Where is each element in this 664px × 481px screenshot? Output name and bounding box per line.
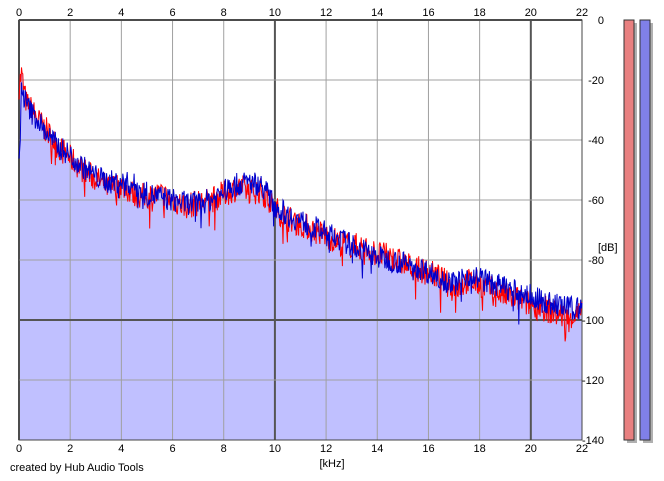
y-tick-label: -100 [582, 315, 604, 327]
level-meters [623, 19, 653, 443]
level-meter-2 [639, 19, 651, 441]
x-tick-label-top: 0 [16, 7, 22, 19]
x-tick-label-top: 4 [118, 7, 124, 19]
x-tick-label-top: 8 [221, 7, 227, 19]
x-tick-label-bottom: 12 [320, 443, 332, 455]
grid [18, 19, 583, 441]
x-tick-label-bottom: 2 [67, 443, 73, 455]
x-tick-label-top: 20 [525, 7, 537, 19]
x-tick-label-top: 12 [320, 7, 332, 19]
spectrum-fill-area [19, 67, 582, 441]
y-tick-label: -20 [588, 75, 604, 87]
credit-text: created by Hub Audio Tools [10, 462, 144, 474]
x-tick-label-top: 22 [576, 7, 588, 19]
series-lines [18, 67, 583, 342]
x-tick-label-bottom: 8 [221, 443, 227, 455]
y-tick-label: -140 [582, 435, 604, 447]
x-tick-label-bottom: 18 [474, 443, 486, 455]
y-axis-label: [dB] [598, 242, 618, 254]
x-tick-label-top: 10 [269, 7, 281, 19]
x-tick-label-top: 6 [169, 7, 175, 19]
level-meter-1 [623, 19, 635, 441]
y-axis-ticks: 0 -20 -40 -60 -80 -100 -120 -140 [582, 15, 604, 447]
x-tick-label-bottom: 20 [525, 443, 537, 455]
y-tick-label: 0 [598, 15, 604, 27]
x-axis-label: [kHz] [319, 458, 344, 470]
x-tick-label-bottom: 16 [422, 443, 434, 455]
series-line-2 [18, 82, 583, 325]
x-tick-label-bottom: 0 [16, 443, 22, 455]
x-tick-label-bottom: 14 [371, 443, 383, 455]
x-tick-label-bottom: 22 [576, 443, 588, 455]
x-tick-label-top: 16 [422, 7, 434, 19]
y-tick-label: -40 [588, 135, 604, 147]
x-tick-label-bottom: 6 [169, 443, 175, 455]
spectrum-fill [19, 67, 582, 441]
y-tick-label: -120 [582, 375, 604, 387]
x-tick-label-top: 2 [67, 7, 73, 19]
x-tick-label-bottom: 4 [118, 443, 124, 455]
y-tick-label: -80 [588, 255, 604, 267]
x-tick-label-bottom: 10 [269, 443, 281, 455]
x-tick-label-top: 18 [474, 7, 486, 19]
plot-border [18, 19, 583, 441]
y-tick-label: -60 [588, 195, 604, 207]
x-tick-label-top: 14 [371, 7, 383, 19]
